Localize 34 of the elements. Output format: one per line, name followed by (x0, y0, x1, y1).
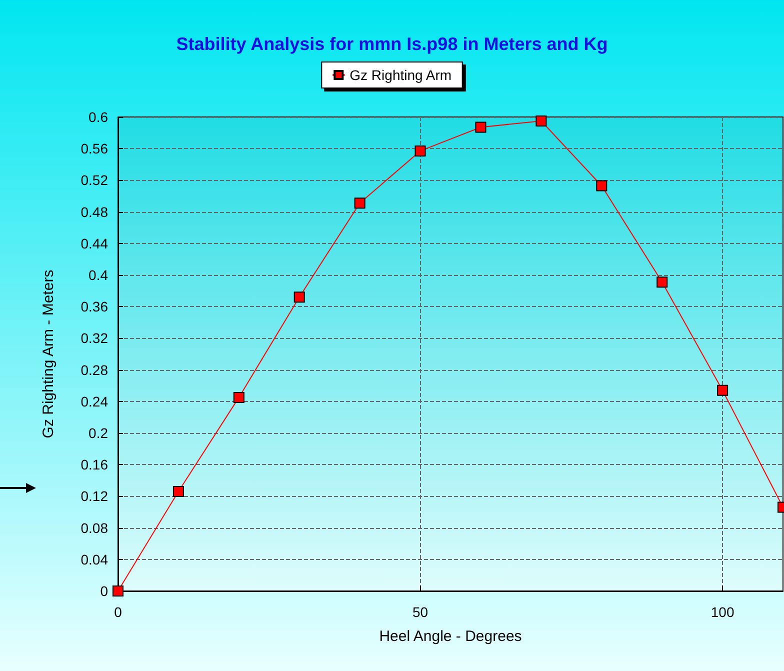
point (172, 486, 184, 497)
y-tick-label: 0.28 (80, 362, 108, 378)
y-tick-label: 0.2 (88, 425, 108, 441)
point (717, 384, 728, 396)
y-tick-label: 0.16 (80, 456, 108, 473)
point (112, 586, 124, 596)
y-tick-label: 0.36 (80, 298, 108, 315)
y-tick-label: 0.4 (88, 267, 108, 283)
legend-label: Gz Righting Arm (350, 67, 452, 83)
x-axis-title: Heel Angle - Degrees (379, 628, 522, 645)
x-tick-label: 0 (114, 604, 122, 620)
y-tick-label: 0.56 (80, 140, 108, 157)
point (414, 145, 426, 156)
point (233, 392, 244, 403)
y-tick-label: 0.52 (80, 172, 108, 188)
y-tick-label: 0.08 (80, 520, 108, 536)
point (294, 292, 305, 303)
point (656, 276, 668, 288)
y-tick-label: 0 (100, 583, 108, 599)
y-tick-label: 0.32 (80, 330, 108, 346)
y-tick-label: 0.04 (80, 551, 108, 568)
x-tick-label: 100 (710, 604, 734, 620)
y-tick-label: 0.12 (80, 488, 108, 504)
y-tick-label: 0.44 (80, 235, 108, 252)
x-tick-label: 50 (412, 604, 428, 620)
point (475, 122, 486, 133)
y-tick-label: 0.6 (88, 109, 108, 125)
y-tick-label: 0.24 (80, 393, 108, 410)
y-axis-title: Gz Righting Arm - Meters (40, 270, 57, 438)
point (536, 115, 547, 126)
point (596, 180, 608, 192)
point (354, 198, 366, 209)
y-tick-label: 0.48 (80, 204, 108, 220)
chart-title: Stability Analysis for mmn Is.p98 in Meters and Kg (176, 34, 608, 54)
